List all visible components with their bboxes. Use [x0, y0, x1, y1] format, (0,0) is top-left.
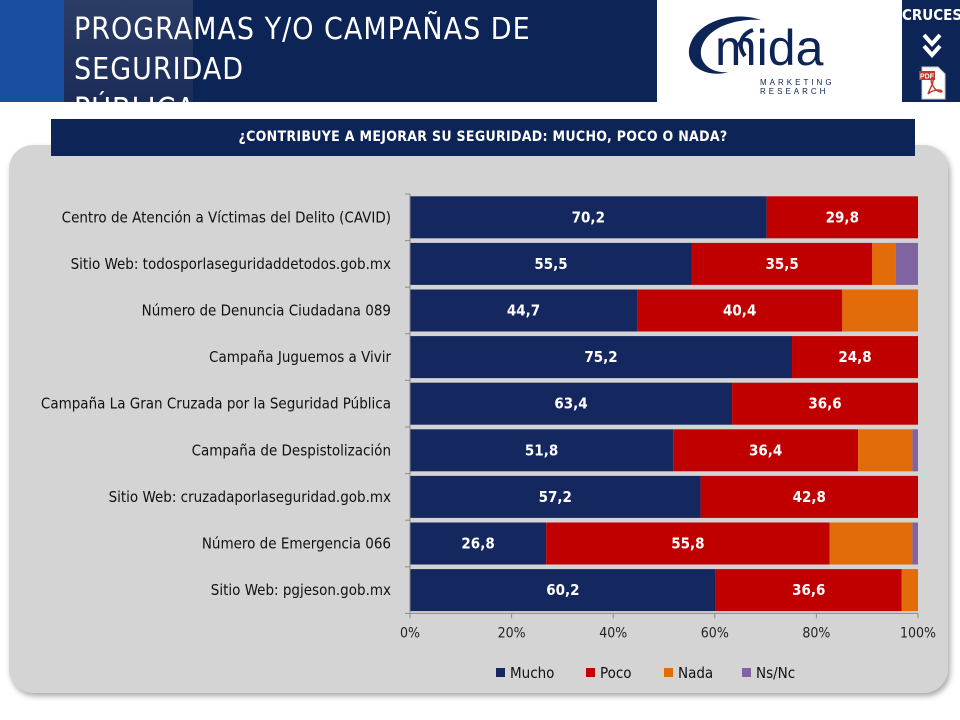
pdf-icon-label: PDF [920, 74, 935, 81]
bar-segment-mucho [410, 569, 716, 612]
data-label: 63,4 [554, 395, 587, 413]
bar-segment-nada [872, 242, 896, 285]
x-tick-label: 100% [900, 625, 936, 641]
logo-text: mida [715, 20, 824, 76]
bar-segment-poco [637, 289, 843, 332]
data-label: 35,5 [765, 255, 798, 273]
legend-label: Ns/Nc [756, 664, 795, 682]
bar-segment-mucho [410, 429, 674, 472]
data-label: 60,2 [546, 581, 579, 599]
category-label: Sitio Web: cruzadaporlaseguridad.gob.mx [109, 488, 391, 506]
bar-segment-poco [691, 242, 873, 285]
question-banner: ¿CONTRIBUYE A MEJORAR SU SEGURIDAD: MUCH… [51, 119, 915, 156]
bar-segment-poco [766, 196, 918, 239]
bar-segment-mucho [410, 336, 793, 379]
category-label: Número de Denuncia Ciudadana 089 [142, 302, 391, 320]
bar-segment-nada [858, 429, 913, 472]
pdf-icon[interactable]: PDF [919, 66, 947, 100]
category-label: Número de Emergencia 066 [202, 535, 391, 553]
x-tick-label: 20% [498, 625, 526, 641]
data-label: 44,7 [507, 302, 540, 320]
legend-swatch [586, 668, 595, 677]
company-logo: mida MARKETING RESEARCH [657, 0, 902, 102]
data-label: 36,6 [792, 581, 825, 599]
category-label: Campaña de Despistolización [192, 441, 391, 459]
x-tick-label: 80% [802, 625, 830, 641]
bar-segment-mucho [410, 242, 692, 285]
page-title-line1: PROGRAMAS Y/O CAMPAÑAS DE SEGURIDAD [74, 12, 531, 87]
data-label: 55,5 [534, 255, 567, 273]
data-label: 57,2 [539, 488, 572, 506]
data-label: 51,8 [525, 441, 558, 459]
bar-segment-poco [715, 569, 902, 612]
header-accent-strip [0, 0, 64, 102]
bar-segment-mucho [410, 382, 733, 425]
legend-label: Nada [678, 664, 713, 682]
cruces-link[interactable]: CRUCES [902, 6, 960, 24]
data-label: 36,4 [749, 441, 782, 459]
bar-segment-mucho [410, 475, 701, 518]
bar-segment-poco [792, 336, 918, 379]
category-label: Centro de Atención a Víctimas del Delito… [62, 208, 391, 226]
legend-swatch [496, 668, 505, 677]
bar-segment-mucho [410, 196, 767, 239]
legend-label: Poco [600, 664, 632, 682]
bar-segment-nsnc [912, 429, 918, 472]
bar-segment-nada [901, 569, 918, 612]
header-title-panel [64, 0, 193, 102]
legend-swatch [664, 668, 673, 677]
x-tick-label: 0% [400, 625, 420, 641]
data-label: 24,8 [838, 348, 871, 366]
logo-swoosh-icon [688, 16, 761, 74]
category-label: Campaña Juguemos a Vivir [209, 348, 391, 366]
data-label: 55,8 [671, 535, 704, 553]
logo-subtitle: MARKETING RESEARCH [760, 78, 835, 96]
data-label: 26,8 [461, 535, 494, 553]
bar-segment-nsnc [912, 522, 918, 565]
data-label: 29,8 [826, 208, 859, 226]
double-chevron-down-icon[interactable] [921, 32, 943, 60]
bar-segment-poco [546, 522, 830, 565]
bar-segment-mucho [410, 522, 547, 565]
data-label: 42,8 [793, 488, 826, 506]
legend-swatch [742, 668, 751, 677]
x-tick-label: 60% [701, 625, 729, 641]
bar-segment-poco [732, 382, 918, 425]
bar-segment-poco [700, 475, 918, 518]
bar-segment-nsnc [895, 242, 918, 285]
bar-segment-mucho [410, 289, 638, 332]
bar-segment-nada [829, 522, 913, 565]
bar-segment-poco [673, 429, 859, 472]
x-tick-label: 40% [599, 625, 627, 641]
data-label: 70,2 [572, 208, 605, 226]
bar-segment-nada [842, 289, 918, 332]
category-label: Sitio Web: todosporlaseguridaddetodos.go… [71, 255, 391, 273]
page-title: PROGRAMAS Y/O CAMPAÑAS DE SEGURIDAD PÚBL… [74, 10, 654, 130]
category-label: Sitio Web: pgjeson.gob.mx [211, 581, 391, 599]
data-label: 36,6 [808, 395, 841, 413]
category-label: Campaña La Gran Cruzada por la Seguridad… [41, 395, 391, 413]
legend-label: Mucho [510, 664, 554, 682]
data-label: 75,2 [584, 348, 617, 366]
data-label: 40,4 [723, 302, 756, 320]
